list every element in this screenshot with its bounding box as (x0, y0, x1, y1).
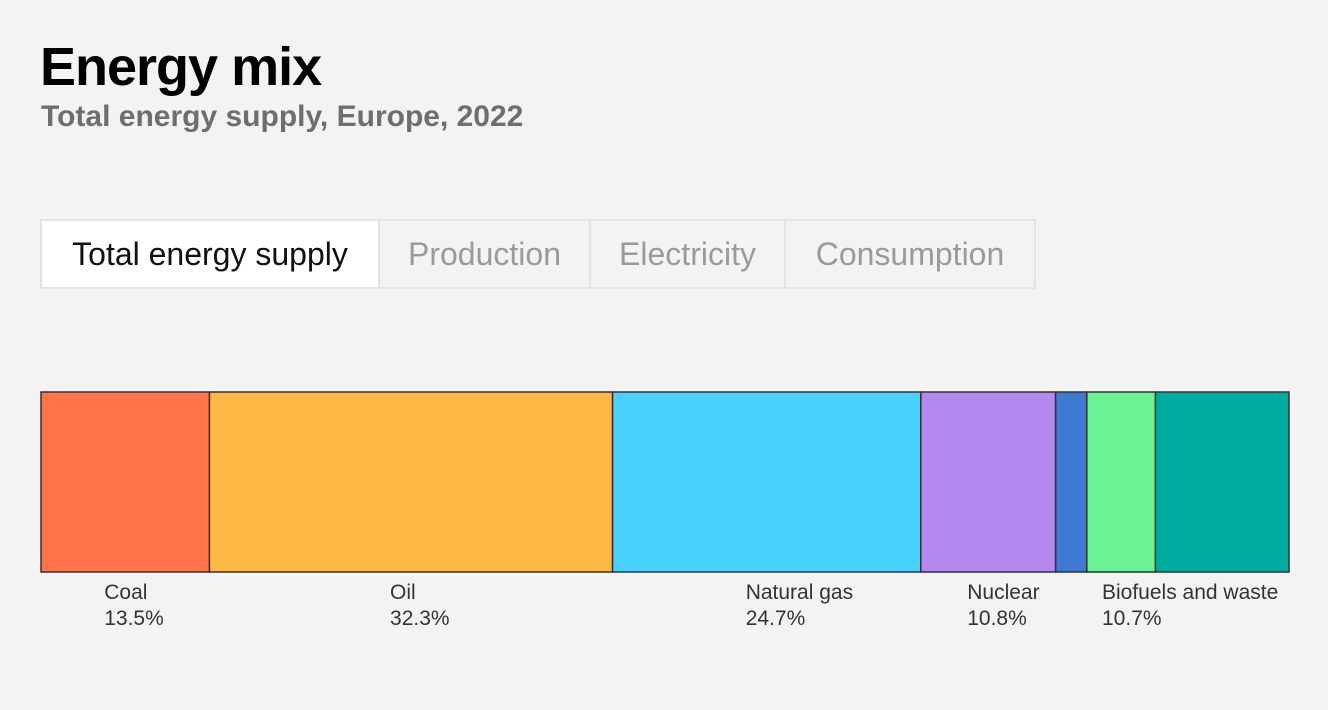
tab-electricity[interactable]: Electricity (591, 221, 786, 287)
segment-label: Oil (390, 581, 416, 604)
bar-segment-natural-gas (611, 391, 922, 573)
segment-label: Nuclear (967, 581, 1039, 604)
bar-segment-oil (208, 391, 614, 573)
segment-label: Natural gas (746, 581, 853, 604)
segment-label: Coal (104, 581, 147, 604)
bar-segment-unlabeled-5 (1086, 391, 1157, 573)
segment-value: 24.7% (746, 607, 806, 630)
tab-total-energy-supply[interactable]: Total energy supply (42, 221, 380, 287)
segment-value: 13.5% (104, 607, 164, 630)
page-title: Energy mix (40, 37, 322, 97)
segment-value: 10.8% (967, 607, 1027, 630)
segment-label: Biofuels and waste (1102, 581, 1278, 604)
page-subtitle: Total energy supply, Europe, 2022 (41, 100, 524, 133)
tab-consumption[interactable]: Consumption (815, 235, 1005, 272)
bar-segment-unlabeled-4 (1054, 391, 1088, 573)
segment-value: 10.7% (1102, 607, 1162, 630)
bar-segment-nuclear (920, 391, 1057, 573)
tab-bar: Total energy supply Production Electrici… (40, 219, 1036, 289)
bar-segment-coal (40, 391, 211, 573)
tab-production[interactable]: Production (380, 221, 591, 287)
bar-segment-biofuels-and-waste (1154, 391, 1290, 573)
segment-value: 32.3% (390, 607, 450, 630)
